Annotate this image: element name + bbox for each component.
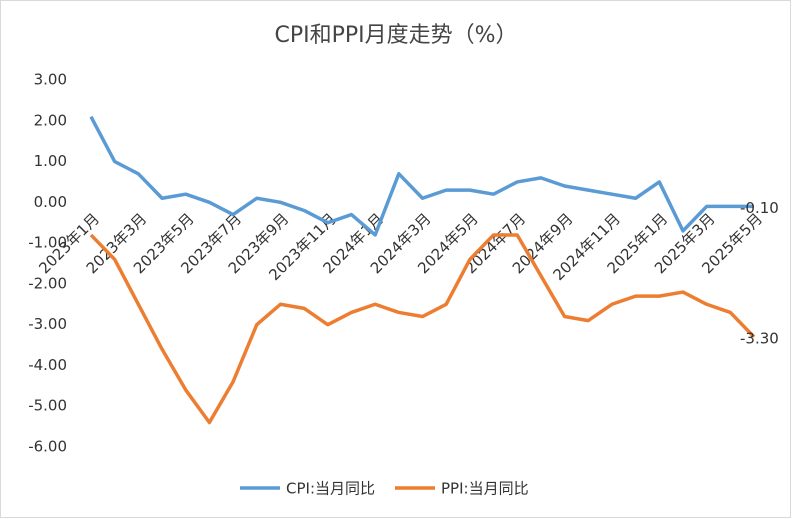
y-tick-label: -6.00 [28, 438, 67, 456]
y-tick-label: 3.00 [34, 71, 67, 89]
data-label: -3.30 [740, 329, 779, 347]
y-tick-label: 2.00 [34, 111, 67, 129]
y-tick-label: -4.00 [28, 356, 67, 374]
legend-label: PPI:当月同比 [441, 480, 529, 498]
y-tick-label: -1.00 [28, 234, 67, 252]
series-line [89, 233, 756, 425]
y-tick-label: 0.00 [34, 193, 67, 211]
y-tick-label: -3.00 [28, 315, 67, 333]
chart-title: CPI和PPI月度走势（%） [274, 23, 517, 48]
legend-label: CPI:当月同比 [286, 480, 375, 498]
y-tick-label: -2.00 [28, 274, 67, 292]
data-label: -0.10 [740, 199, 779, 217]
series-line [89, 115, 754, 237]
y-tick-label: -5.00 [28, 397, 67, 415]
y-tick-label: 1.00 [34, 152, 67, 170]
